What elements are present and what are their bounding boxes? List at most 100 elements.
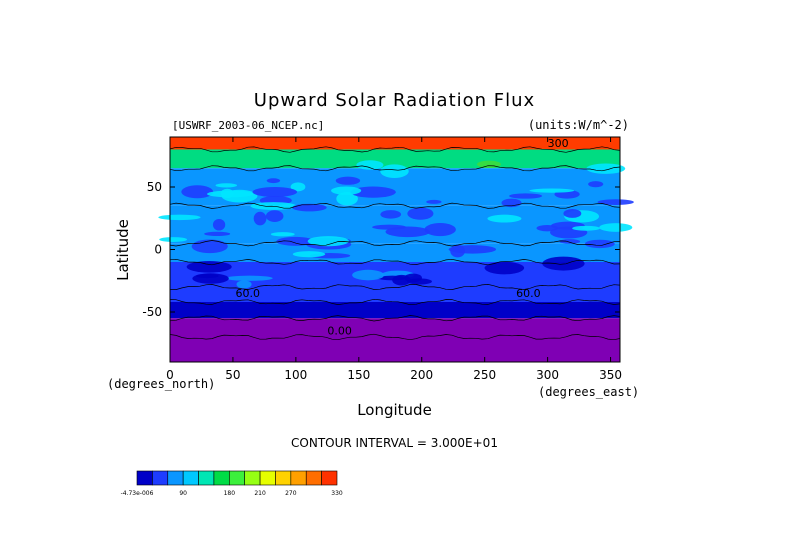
- heatmap-patch: [292, 251, 326, 258]
- colorbar-swatch: [213, 470, 230, 486]
- heatmap-patch: [487, 214, 522, 223]
- heatmap-patch: [350, 186, 396, 198]
- heatmap-patch: [191, 239, 228, 254]
- contour-line: [169, 315, 621, 322]
- heatmap-patch: [356, 160, 384, 170]
- heatmap-band: [170, 287, 620, 302]
- heatmap-patch: [380, 164, 409, 179]
- heatmap-patch: [215, 183, 238, 188]
- colorbar-tick-label: 330: [331, 490, 343, 497]
- heatmap-band: [170, 137, 620, 150]
- heatmap-patch: [572, 225, 600, 231]
- heatmap-band: [170, 149, 620, 169]
- heatmap-patch: [290, 182, 306, 192]
- heatmap-patch: [424, 223, 456, 237]
- colorbar-tick-label: 90: [179, 490, 187, 497]
- contour-lines: [169, 146, 621, 341]
- heatmap-patch: [159, 237, 188, 242]
- contour-interval-label: CONTOUR INTERVAL = 3.000E+01: [291, 436, 498, 450]
- heatmap-patch: [352, 269, 385, 281]
- contour-labels: 300 60.0 60.0 0.00: [235, 137, 568, 338]
- units-label: (units:W/m^-2): [527, 118, 629, 132]
- x-ticks: 0 50 100 150 200 250 300 350: [166, 137, 622, 382]
- colorbar-tick-label: 270: [285, 490, 297, 497]
- x-tick-label: 150: [347, 368, 370, 382]
- contour-line: [169, 240, 621, 247]
- colorbar-swatch: [152, 470, 169, 486]
- heatmap-patch: [212, 218, 226, 231]
- heatmap-patch: [599, 223, 633, 232]
- x-axis-label: Longitude: [357, 401, 432, 419]
- y-tick-label: 0: [154, 243, 162, 257]
- contour-line: [169, 146, 621, 153]
- contour-label: 0.00: [327, 325, 352, 338]
- heatmap-patch: [509, 193, 543, 199]
- contour-line: [169, 202, 621, 209]
- colorbar-swatch: [167, 470, 184, 486]
- heatmap-patch: [597, 199, 634, 205]
- colorbar-swatch: [290, 470, 307, 486]
- colorbar-tick-label: 180: [224, 490, 236, 497]
- colorbar-swatch: [321, 470, 338, 486]
- heatmap-patch: [404, 273, 422, 283]
- colorbar: -4.73e-006 90 180 210 270 330: [121, 470, 343, 497]
- y-ticks: -50 0 50: [142, 180, 620, 319]
- x-tick-label: 350: [599, 368, 622, 382]
- heatmap-patch: [450, 244, 466, 258]
- x-tick-label: 50: [225, 368, 240, 382]
- heatmap-patch: [563, 209, 582, 218]
- y-tick-label: -50: [142, 305, 162, 319]
- contour-line: [169, 165, 621, 172]
- y-axis-units: (degrees_north): [107, 377, 216, 391]
- heatmap-patch: [252, 187, 298, 198]
- heatmap-patch: [335, 176, 361, 185]
- heatmap-patch: [584, 239, 615, 249]
- heatmap-patch: [276, 236, 315, 246]
- colorbar-swatch: [182, 470, 199, 486]
- heatmap-patch: [307, 236, 349, 247]
- heatmap-patch: [484, 261, 525, 275]
- heatmap-patch: [380, 210, 402, 219]
- x-tick-label: 300: [536, 368, 559, 382]
- colorbar-swatch: [229, 470, 245, 486]
- heatmap-patch: [529, 188, 575, 193]
- x-axis-units: (degrees_east): [538, 385, 640, 399]
- contour-line: [169, 284, 621, 290]
- contour-line: [169, 298, 621, 306]
- colorbar-tick-label: 210: [254, 490, 266, 497]
- colorbar-swatch: [136, 470, 153, 486]
- contour-label: 300: [548, 137, 569, 150]
- heatmap-patch: [586, 163, 626, 174]
- heatmap-patch: [588, 181, 604, 188]
- colorbar-swatch: [275, 470, 292, 486]
- colorbar-swatch: [244, 470, 261, 486]
- dataset-label: [USWRF_2003-06_NCEP.nc]: [172, 119, 325, 132]
- x-tick-label: 250: [473, 368, 496, 382]
- heatmap-patch: [204, 231, 231, 237]
- heatmap-patch: [331, 186, 362, 195]
- contour-label: 60.0: [235, 287, 259, 300]
- heatmap-patch: [253, 211, 267, 226]
- heatmap-patch: [270, 232, 295, 237]
- colorbar-swatch: [259, 470, 276, 486]
- heatmap-band: [170, 302, 620, 319]
- x-tick-label: 0: [166, 368, 174, 382]
- heatmap-texture: [158, 160, 634, 289]
- heatmap-patch: [236, 280, 252, 289]
- heatmap-patch: [195, 273, 219, 279]
- contour-label: 60.0: [516, 287, 541, 300]
- heatmap-patch: [158, 214, 201, 221]
- heatmap-patch: [559, 239, 581, 244]
- contour-line: [169, 333, 621, 341]
- heatmap-patch: [181, 185, 214, 199]
- heatmap-patch: [186, 261, 232, 273]
- heatmap-patch: [292, 203, 327, 212]
- colorbar-swatch: [305, 470, 322, 486]
- heatmap-patch: [336, 191, 358, 206]
- heatmap-patch: [407, 207, 434, 220]
- y-tick-label: 50: [147, 180, 162, 194]
- contour-line: [169, 258, 621, 266]
- heatmap-patch: [265, 210, 284, 222]
- x-tick-label: 100: [284, 368, 307, 382]
- heatmap-patch: [206, 190, 254, 198]
